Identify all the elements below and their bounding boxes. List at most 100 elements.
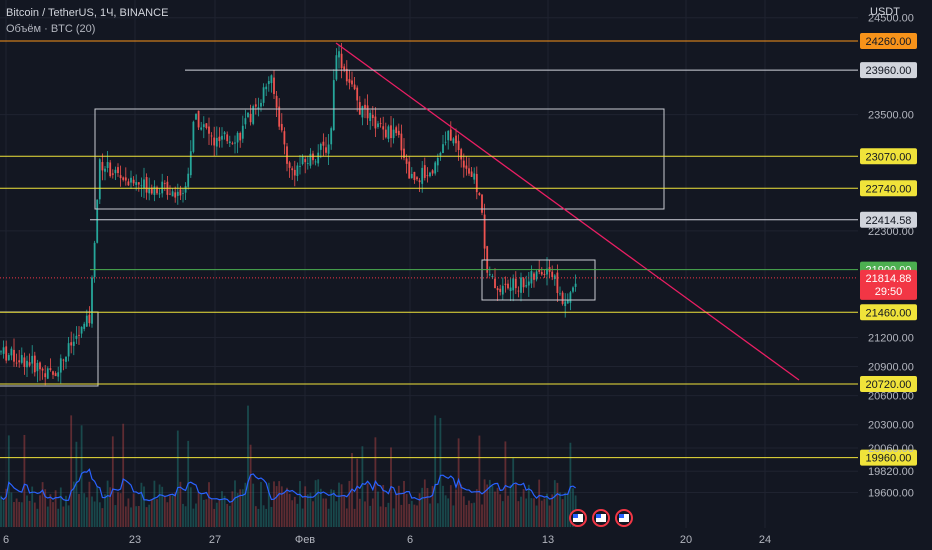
price-level-badge[interactable] — [860, 62, 917, 79]
volume-bar — [293, 496, 296, 527]
volume-bar — [109, 487, 112, 527]
price-level-lines[interactable]: 24260.00 23960.00 23070.00 22740.00 22414.58… — [0, 33, 917, 466]
candle-down — [226, 134, 229, 142]
trendline[interactable] — [335, 42, 800, 381]
consolidation-box[interactable] — [94, 108, 665, 210]
price-level-badge[interactable] — [860, 376, 917, 392]
price-level-badge[interactable] — [860, 148, 917, 165]
volume-bar — [265, 508, 268, 527]
candle-up — [512, 278, 515, 291]
volume-bar — [93, 501, 96, 527]
candle-up — [241, 125, 244, 139]
volume-bar — [387, 502, 390, 527]
candle-up — [67, 343, 70, 357]
volume-bar — [343, 496, 346, 527]
candle-up — [2, 347, 5, 354]
volume-bar — [403, 480, 405, 527]
range-box[interactable] — [0, 311, 99, 387]
candle-up — [520, 277, 522, 293]
volume-histogram — [0, 405, 577, 527]
price-level-badge[interactable] — [860, 180, 917, 197]
candle-up — [148, 188, 151, 194]
volume-bar — [114, 505, 117, 527]
price-level-value: 22414.58 — [866, 215, 912, 227]
time-axis[interactable]: 6 23 27 Фев 6 13 20 24 — [3, 534, 771, 546]
volume-bar — [72, 481, 75, 527]
candle-down — [122, 177, 125, 180]
candle-down — [23, 357, 26, 367]
volume-bar — [143, 486, 145, 527]
candle-up — [301, 156, 304, 165]
volume-ma-line — [0, 468, 576, 503]
candle-down — [522, 278, 525, 288]
price-axis-tick: 22300.00 — [868, 226, 914, 238]
candle-up — [83, 323, 86, 329]
candle-down — [561, 292, 564, 304]
candle-up — [257, 107, 260, 109]
candle-up — [195, 113, 197, 120]
volume-indicator-label[interactable]: Объём · BTC (20) — [6, 23, 96, 35]
candle-up — [96, 199, 99, 243]
candle-up — [267, 81, 270, 85]
candle-down — [239, 132, 242, 141]
price-level-value: 23960.00 — [866, 65, 912, 77]
volume-bar — [244, 482, 247, 527]
candle-down — [551, 271, 554, 277]
volume-bar — [228, 505, 231, 527]
volume-bar — [291, 500, 294, 527]
volume-bar — [543, 498, 546, 527]
volume-bar — [150, 499, 153, 527]
current-price-badge[interactable] — [860, 269, 917, 300]
candle-down — [111, 173, 114, 175]
volume-bar — [317, 479, 320, 527]
event-icons[interactable] — [569, 509, 633, 527]
volume-bar — [166, 502, 169, 527]
volume-bar — [470, 503, 473, 527]
candle-up — [161, 181, 164, 194]
volume-bar — [161, 486, 164, 527]
volume-bar — [153, 480, 156, 527]
candle-up — [91, 277, 93, 324]
price-level-badge[interactable] — [860, 304, 917, 321]
volume-bar — [179, 481, 182, 527]
price-level-badge[interactable] — [860, 449, 917, 466]
price-axis[interactable]: 24500.00 23500.00 22300.00 21200.00 20900.00… — [868, 13, 914, 500]
candle-down — [462, 160, 465, 168]
price-axis-tick: 23500.00 — [868, 110, 914, 122]
candle-up — [296, 165, 299, 176]
volume-bar — [551, 494, 554, 527]
volume-bar — [13, 502, 15, 527]
candle-down — [358, 102, 361, 115]
price-level-badge[interactable] — [860, 211, 917, 228]
range-box[interactable] — [481, 259, 596, 301]
candle-up — [140, 185, 143, 187]
candle-down — [169, 193, 171, 195]
candle-down — [39, 362, 41, 370]
candle-down — [431, 170, 434, 174]
volume-bar — [488, 479, 491, 527]
volume-bar — [309, 492, 312, 527]
candle-up — [244, 118, 247, 125]
volume-bar — [548, 505, 551, 527]
candle-down — [470, 171, 473, 177]
chart-drawings[interactable] — [0, 42, 800, 387]
volume-bar — [280, 486, 283, 527]
volume-bar — [546, 493, 548, 527]
candle-down — [374, 116, 377, 129]
candle-up — [309, 153, 312, 166]
volume-bar — [31, 486, 34, 527]
candle-down — [5, 346, 8, 361]
candle-up — [72, 341, 75, 346]
candle-up — [442, 144, 444, 153]
volume-bar — [124, 506, 127, 527]
price-level-badge[interactable] — [860, 33, 917, 49]
volume-bar — [182, 503, 184, 527]
candle-down — [41, 368, 44, 371]
candle-up — [566, 300, 569, 304]
volume-bar — [501, 501, 504, 527]
candle-up — [247, 112, 249, 118]
candle-down — [127, 181, 130, 186]
price-level-value: 24260.00 — [866, 36, 912, 48]
volume-bar — [267, 482, 270, 527]
